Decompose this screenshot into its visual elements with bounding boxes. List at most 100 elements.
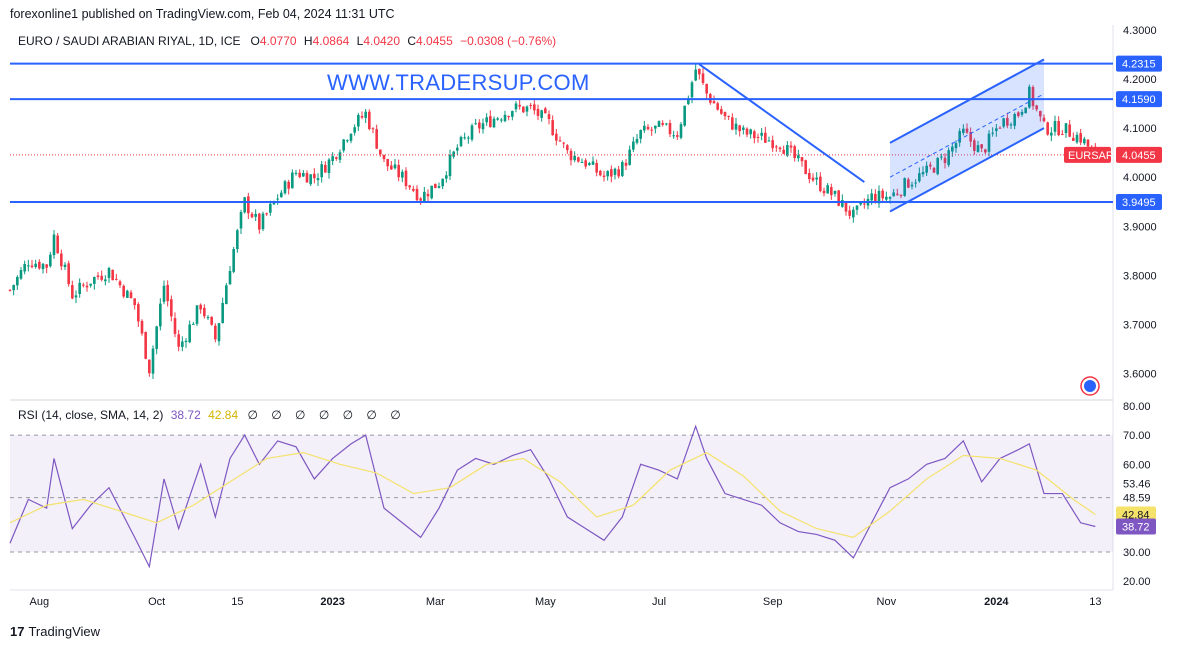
candle-body[interactable] xyxy=(544,108,547,114)
candle-body[interactable] xyxy=(793,146,796,159)
candle-body[interactable] xyxy=(346,140,349,142)
candle-body[interactable] xyxy=(107,268,111,278)
candle-body[interactable] xyxy=(280,192,283,198)
candle-body[interactable] xyxy=(661,123,664,125)
candle-body[interactable] xyxy=(137,304,140,322)
candle-body[interactable] xyxy=(991,132,994,134)
candle-body[interactable] xyxy=(881,190,884,199)
candle-body[interactable] xyxy=(129,292,133,299)
candle-body[interactable] xyxy=(995,128,998,132)
candle-body[interactable] xyxy=(727,115,730,117)
candle-body[interactable] xyxy=(324,164,327,173)
candle-body[interactable] xyxy=(1006,117,1009,126)
candle-body[interactable] xyxy=(877,190,881,204)
candle-body[interactable] xyxy=(701,73,705,83)
candle-body[interactable] xyxy=(775,146,778,148)
candle-body[interactable] xyxy=(767,140,771,142)
candle-body[interactable] xyxy=(947,150,950,165)
candle-body[interactable] xyxy=(327,159,331,174)
candle-body[interactable] xyxy=(52,234,56,256)
candle-body[interactable] xyxy=(987,133,991,152)
candle-body[interactable] xyxy=(672,135,675,137)
candle-body[interactable] xyxy=(591,161,595,165)
candle-body[interactable] xyxy=(687,98,690,104)
candle-body[interactable] xyxy=(705,84,708,94)
candle-body[interactable] xyxy=(855,205,859,210)
candle-body[interactable] xyxy=(522,106,525,113)
candle-body[interactable] xyxy=(456,147,459,151)
candle-body[interactable] xyxy=(481,123,485,130)
candle-body[interactable] xyxy=(371,128,375,130)
candle-body[interactable] xyxy=(566,145,569,151)
candle-body[interactable] xyxy=(808,172,811,180)
candle-body[interactable] xyxy=(247,196,250,214)
candle-body[interactable] xyxy=(335,157,338,159)
candle-body[interactable] xyxy=(16,276,19,286)
candle-body[interactable] xyxy=(390,165,393,170)
candle-body[interactable] xyxy=(1046,122,1049,135)
candle-body[interactable] xyxy=(786,145,789,156)
candle-body[interactable] xyxy=(712,101,716,104)
candle-body[interactable] xyxy=(1053,120,1057,132)
candle-body[interactable] xyxy=(646,126,650,130)
candle-body[interactable] xyxy=(852,209,855,218)
candle-body[interactable] xyxy=(155,326,158,349)
candle-body[interactable] xyxy=(1083,138,1086,144)
candle-body[interactable] xyxy=(698,68,701,75)
candle-body[interactable] xyxy=(1057,121,1060,136)
candle-body[interactable] xyxy=(885,196,888,200)
candle-body[interactable] xyxy=(841,199,844,207)
candle-body[interactable] xyxy=(478,122,481,129)
symbol-legend[interactable]: EURO / SAUDI ARABIAN RIYAL, 1D, ICE O4.0… xyxy=(18,34,560,48)
candle-body[interactable] xyxy=(434,183,437,189)
candle-body[interactable] xyxy=(309,174,312,185)
candle-body[interactable] xyxy=(984,149,987,153)
candle-body[interactable] xyxy=(173,318,177,334)
rsi-legend[interactable]: RSI (14, close, SMA, 14, 2) 38.72 42.84 … xyxy=(18,408,406,422)
candle-body[interactable] xyxy=(551,120,554,136)
candle-body[interactable] xyxy=(496,118,499,120)
candle-body[interactable] xyxy=(657,121,661,127)
candle-body[interactable] xyxy=(954,143,958,149)
candle-body[interactable] xyxy=(276,198,279,200)
candle-body[interactable] xyxy=(602,175,606,178)
candle-body[interactable] xyxy=(331,156,334,161)
candle-body[interactable] xyxy=(837,190,840,206)
candle-body[interactable] xyxy=(111,269,114,281)
candle-body[interactable] xyxy=(404,170,408,186)
candle-body[interactable] xyxy=(1020,111,1024,115)
candle-body[interactable] xyxy=(78,282,81,294)
candle-body[interactable] xyxy=(789,145,793,148)
candle-body[interactable] xyxy=(302,172,305,177)
candle-body[interactable] xyxy=(892,192,895,197)
candle-body[interactable] xyxy=(624,162,628,166)
candle-body[interactable] xyxy=(665,123,668,125)
candle-body[interactable] xyxy=(126,290,129,298)
candle-body[interactable] xyxy=(338,152,342,160)
candle-body[interactable] xyxy=(782,149,785,154)
candle-body[interactable] xyxy=(925,165,928,173)
candle-body[interactable] xyxy=(221,302,224,324)
candle-body[interactable] xyxy=(408,185,411,188)
candle-body[interactable] xyxy=(85,285,89,288)
candle-body[interactable] xyxy=(613,168,617,175)
candle-body[interactable] xyxy=(412,188,415,191)
candle-body[interactable] xyxy=(683,105,686,126)
candle-body[interactable] xyxy=(1079,133,1082,143)
candle-body[interactable] xyxy=(492,118,496,128)
candle-body[interactable] xyxy=(298,172,301,178)
candle-body[interactable] xyxy=(96,275,100,277)
candle-body[interactable] xyxy=(753,131,756,139)
candle-body[interactable] xyxy=(555,133,558,141)
candle-body[interactable] xyxy=(580,162,584,164)
candle-body[interactable] xyxy=(294,172,298,174)
candle-body[interactable] xyxy=(199,304,202,310)
candle-body[interactable] xyxy=(628,149,631,165)
candle-body[interactable] xyxy=(1013,114,1016,126)
candle-body[interactable] xyxy=(819,176,822,192)
candle-body[interactable] xyxy=(1009,124,1013,126)
candle-body[interactable] xyxy=(104,279,107,282)
candle-body[interactable] xyxy=(265,213,268,215)
candle-body[interactable] xyxy=(232,249,235,272)
candle-body[interactable] xyxy=(148,359,151,374)
